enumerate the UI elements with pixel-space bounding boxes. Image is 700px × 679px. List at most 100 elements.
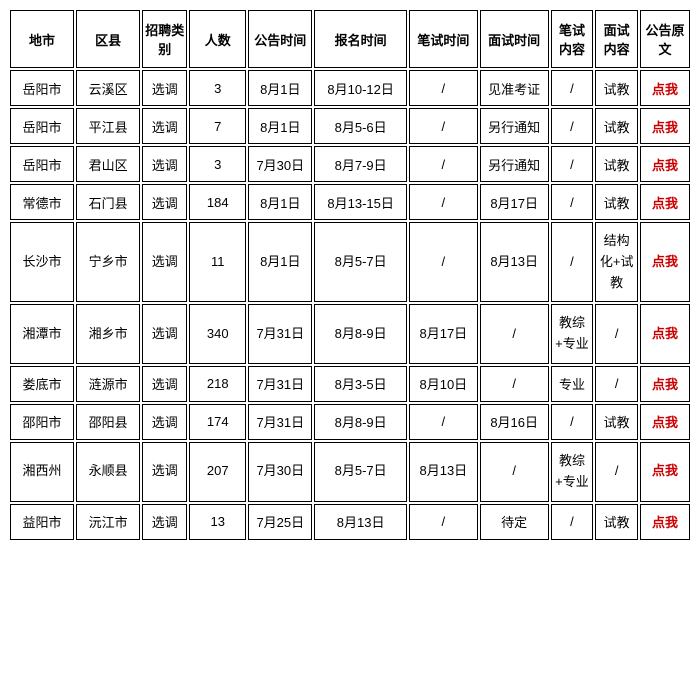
- cell-interview-content: 试教: [595, 404, 638, 440]
- cell-announce-time: 8月1日: [248, 70, 312, 106]
- cell-interview-content: /: [595, 442, 638, 502]
- cell-signup-time: 8月5-6日: [314, 108, 407, 144]
- cell-count: 7: [189, 108, 246, 144]
- cell-type: 选调: [142, 108, 187, 144]
- cell-interview-time: /: [480, 366, 549, 402]
- cell-signup-time: 8月7-9日: [314, 146, 407, 182]
- table-row: 湘潭市湘乡市选调3407月31日8月8-9日8月17日/教综+专业/点我: [10, 304, 690, 364]
- cell-county: 云溪区: [76, 70, 140, 106]
- source-link[interactable]: 点我: [640, 146, 690, 182]
- header-interview-time: 面试时间: [480, 10, 549, 68]
- cell-county: 永顺县: [76, 442, 140, 502]
- cell-interview-content: /: [595, 304, 638, 364]
- cell-announce-time: 7月31日: [248, 304, 312, 364]
- cell-written-content: 教综+专业: [551, 442, 594, 502]
- cell-count: 13: [189, 504, 246, 540]
- table-row: 岳阳市平江县选调78月1日8月5-6日/另行通知/试教点我: [10, 108, 690, 144]
- cell-city: 岳阳市: [10, 108, 74, 144]
- cell-announce-time: 7月30日: [248, 146, 312, 182]
- cell-written-time: /: [409, 504, 478, 540]
- cell-county: 涟源市: [76, 366, 140, 402]
- cell-announce-time: 7月30日: [248, 442, 312, 502]
- cell-interview-content: 试教: [595, 146, 638, 182]
- cell-type: 选调: [142, 304, 187, 364]
- cell-interview-time: /: [480, 442, 549, 502]
- cell-written-content: /: [551, 146, 594, 182]
- cell-city: 湘潭市: [10, 304, 74, 364]
- cell-interview-content: 试教: [595, 108, 638, 144]
- table-row: 邵阳市邵阳县选调1747月31日8月8-9日/8月16日/试教点我: [10, 404, 690, 440]
- cell-interview-time: 8月17日: [480, 184, 549, 220]
- cell-count: 3: [189, 70, 246, 106]
- cell-written-content: /: [551, 70, 594, 106]
- cell-type: 选调: [142, 146, 187, 182]
- cell-announce-time: 8月1日: [248, 222, 312, 302]
- cell-signup-time: 8月3-5日: [314, 366, 407, 402]
- cell-interview-time: 8月13日: [480, 222, 549, 302]
- cell-announce-time: 7月31日: [248, 366, 312, 402]
- source-link[interactable]: 点我: [640, 184, 690, 220]
- cell-announce-time: 8月1日: [248, 184, 312, 220]
- source-link[interactable]: 点我: [640, 304, 690, 364]
- cell-interview-content: 试教: [595, 184, 638, 220]
- cell-interview-time: 另行通知: [480, 146, 549, 182]
- cell-type: 选调: [142, 366, 187, 402]
- cell-type: 选调: [142, 504, 187, 540]
- cell-type: 选调: [142, 222, 187, 302]
- source-link[interactable]: 点我: [640, 108, 690, 144]
- cell-type: 选调: [142, 70, 187, 106]
- source-link[interactable]: 点我: [640, 222, 690, 302]
- source-link[interactable]: 点我: [640, 504, 690, 540]
- cell-city: 常德市: [10, 184, 74, 220]
- cell-written-time: 8月10日: [409, 366, 478, 402]
- cell-signup-time: 8月5-7日: [314, 222, 407, 302]
- cell-written-content: 教综+专业: [551, 304, 594, 364]
- cell-interview-time: /: [480, 304, 549, 364]
- cell-city: 益阳市: [10, 504, 74, 540]
- source-link[interactable]: 点我: [640, 70, 690, 106]
- table-row: 益阳市沅江市选调137月25日8月13日/待定/试教点我: [10, 504, 690, 540]
- cell-county: 湘乡市: [76, 304, 140, 364]
- cell-written-time: /: [409, 184, 478, 220]
- cell-announce-time: 7月25日: [248, 504, 312, 540]
- cell-city: 岳阳市: [10, 70, 74, 106]
- cell-type: 选调: [142, 184, 187, 220]
- cell-interview-time: 另行通知: [480, 108, 549, 144]
- cell-interview-content: /: [595, 366, 638, 402]
- cell-written-time: /: [409, 404, 478, 440]
- header-count: 人数: [189, 10, 246, 68]
- cell-county: 石门县: [76, 184, 140, 220]
- cell-count: 11: [189, 222, 246, 302]
- cell-signup-time: 8月13日: [314, 504, 407, 540]
- cell-written-time: /: [409, 108, 478, 144]
- header-signup-time: 报名时间: [314, 10, 407, 68]
- cell-written-content: /: [551, 108, 594, 144]
- source-link[interactable]: 点我: [640, 442, 690, 502]
- cell-county: 宁乡市: [76, 222, 140, 302]
- cell-county: 君山区: [76, 146, 140, 182]
- cell-written-content: 专业: [551, 366, 594, 402]
- cell-interview-time: 见准考证: [480, 70, 549, 106]
- cell-city: 邵阳市: [10, 404, 74, 440]
- table-row: 长沙市宁乡市选调118月1日8月5-7日/8月13日/结构化+试教点我: [10, 222, 690, 302]
- header-announce-time: 公告时间: [248, 10, 312, 68]
- cell-interview-time: 待定: [480, 504, 549, 540]
- cell-written-content: /: [551, 222, 594, 302]
- table-body: 岳阳市云溪区选调38月1日8月10-12日/见准考证/试教点我岳阳市平江县选调7…: [10, 70, 690, 540]
- source-link[interactable]: 点我: [640, 404, 690, 440]
- cell-count: 174: [189, 404, 246, 440]
- cell-written-time: 8月13日: [409, 442, 478, 502]
- header-type: 招聘类别: [142, 10, 187, 68]
- cell-signup-time: 8月10-12日: [314, 70, 407, 106]
- cell-type: 选调: [142, 404, 187, 440]
- cell-written-content: /: [551, 184, 594, 220]
- cell-written-time: /: [409, 70, 478, 106]
- source-link[interactable]: 点我: [640, 366, 690, 402]
- cell-written-time: 8月17日: [409, 304, 478, 364]
- cell-announce-time: 7月31日: [248, 404, 312, 440]
- cell-count: 3: [189, 146, 246, 182]
- cell-city: 岳阳市: [10, 146, 74, 182]
- table-row: 湘西州永顺县选调2077月30日8月5-7日8月13日/教综+专业/点我: [10, 442, 690, 502]
- cell-interview-content: 试教: [595, 70, 638, 106]
- cell-count: 340: [189, 304, 246, 364]
